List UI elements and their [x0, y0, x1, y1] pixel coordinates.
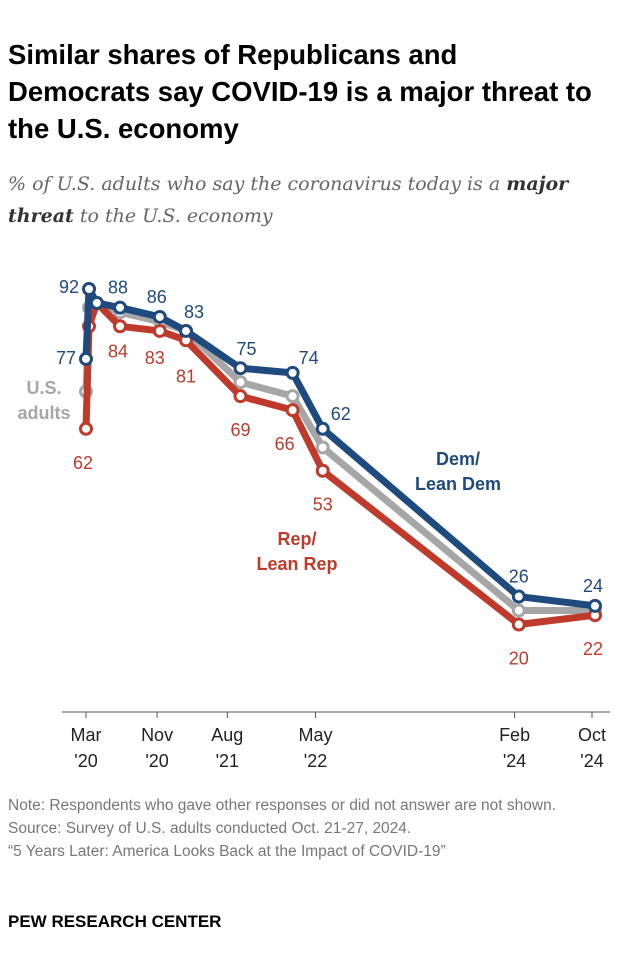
x-tick-label-year: '24 — [503, 751, 526, 771]
data-point — [315, 440, 330, 455]
data-point — [113, 319, 128, 334]
data-label: 75 — [236, 339, 256, 359]
data-label: 88 — [108, 278, 128, 298]
data-point — [285, 403, 300, 418]
x-tick-label-year: '20 — [145, 751, 168, 771]
data-label: 74 — [299, 348, 319, 368]
data-label: 84 — [108, 341, 128, 361]
subtitle-post: to the U.S. economy — [79, 205, 273, 227]
series-name-label: Lean Rep — [256, 554, 337, 574]
series-name-label: Rep/ — [277, 529, 316, 549]
series-name-label: Dem/ — [436, 449, 480, 469]
data-point — [82, 282, 97, 296]
x-tick-label-year: '24 — [580, 751, 603, 771]
series-name-label: adults — [17, 403, 70, 423]
x-tick-label-year: '22 — [304, 751, 327, 771]
data-point — [511, 589, 526, 604]
x-tick-label: Feb — [499, 725, 530, 745]
data-point — [511, 617, 526, 632]
data-point — [178, 323, 193, 338]
data-point — [152, 323, 167, 338]
chart-title: Similar shares of Republicans and Democr… — [8, 39, 592, 144]
data-label: 92 — [59, 277, 79, 297]
data-label: 69 — [230, 420, 250, 440]
x-tick-label-year: '20 — [74, 751, 97, 771]
data-point — [285, 365, 300, 380]
x-tick-label: May — [299, 725, 333, 745]
data-label: 20 — [509, 649, 529, 669]
subtitle-bold: major threat — [8, 173, 569, 227]
data-label: 86 — [147, 287, 167, 307]
data-point — [588, 598, 602, 613]
data-label: 26 — [509, 567, 529, 587]
data-point — [233, 375, 248, 390]
data-point — [511, 603, 526, 618]
series-name-label: Lean Dem — [415, 474, 501, 494]
data-point — [89, 295, 104, 310]
x-tick-label-year: '21 — [216, 751, 239, 771]
report-text: “5 Years Later: America Looks Back at th… — [8, 843, 446, 860]
x-tick-label: Nov — [141, 725, 173, 745]
data-label: 83 — [184, 302, 204, 322]
data-point — [315, 463, 330, 478]
data-label: 62 — [73, 453, 93, 473]
data-point — [315, 421, 330, 436]
data-point — [285, 389, 300, 404]
data-label: 62 — [331, 404, 351, 424]
data-point — [233, 389, 248, 404]
data-label: 77 — [56, 348, 76, 368]
source-text: Source: Survey of U.S. adults conducted … — [8, 820, 412, 837]
notes: Note: Respondents who gave other respons… — [8, 794, 613, 863]
data-point — [79, 351, 93, 366]
data-point — [233, 361, 248, 376]
x-tick-label: Mar — [71, 725, 102, 745]
x-tick-label: Aug — [211, 725, 243, 745]
data-label: 81 — [176, 366, 196, 386]
data-point — [152, 309, 167, 324]
data-label: 22 — [583, 639, 603, 659]
subtitle-pre: % of U.S. adults who say the coronavirus… — [8, 173, 501, 195]
x-tick-label: Oct — [578, 725, 606, 745]
data-point — [79, 421, 93, 436]
note-text: Note: Respondents who gave other respons… — [8, 797, 556, 814]
data-label: 24 — [583, 576, 603, 596]
data-label: 83 — [145, 348, 165, 368]
line-chart: Mar '20 Nov '20 Aug '21 May '22 Feb '24 Oct '24 77 92… — [17, 277, 610, 771]
data-label: 66 — [275, 434, 295, 454]
chart-subtitle: % of U.S. adults who say the coronavirus… — [8, 168, 608, 232]
data-point — [113, 300, 128, 315]
brand-logo: PEW RESEARCH CENTER — [8, 912, 222, 931]
data-label: 53 — [313, 495, 333, 515]
series-name-label: U.S. — [26, 378, 61, 398]
